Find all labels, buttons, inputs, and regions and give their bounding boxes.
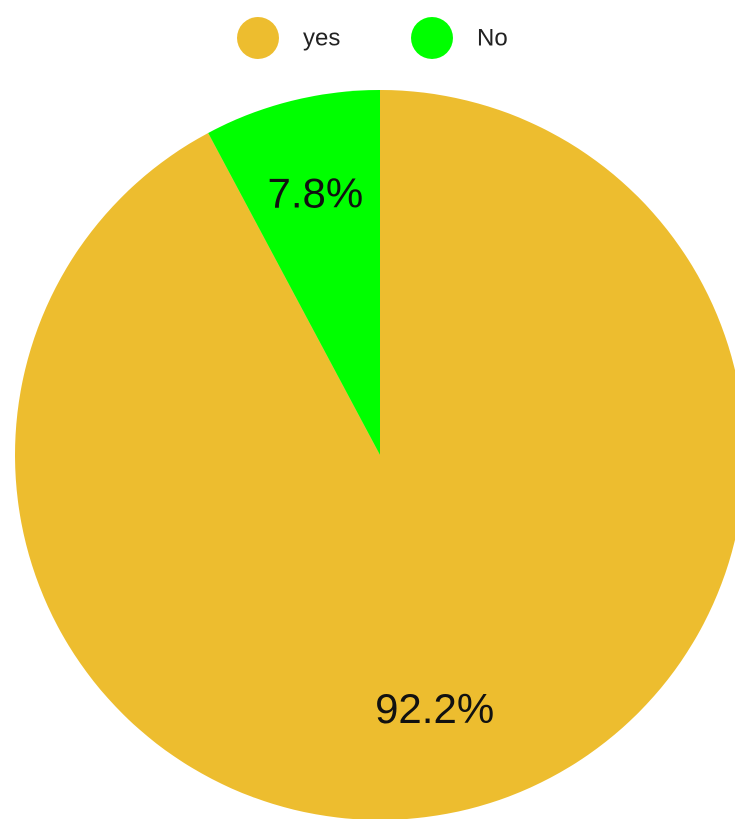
legend-item-no[interactable]: No [411,17,508,59]
legend-swatch-no [411,17,453,59]
pie-slice-no [208,90,380,455]
legend-swatch-yes [237,17,279,59]
slice-label-yes: 92.2% [375,685,494,732]
pie-slice-labels: 92.2% 7.8% [267,170,494,733]
legend-label-no: No [477,24,508,51]
pie-slice-yes [15,90,735,820]
pie-slices [15,90,735,820]
legend: yes No [237,17,508,59]
slice-label-no: 7.8% [267,170,363,217]
legend-item-yes[interactable]: yes [237,17,340,59]
legend-label-yes: yes [303,24,340,51]
